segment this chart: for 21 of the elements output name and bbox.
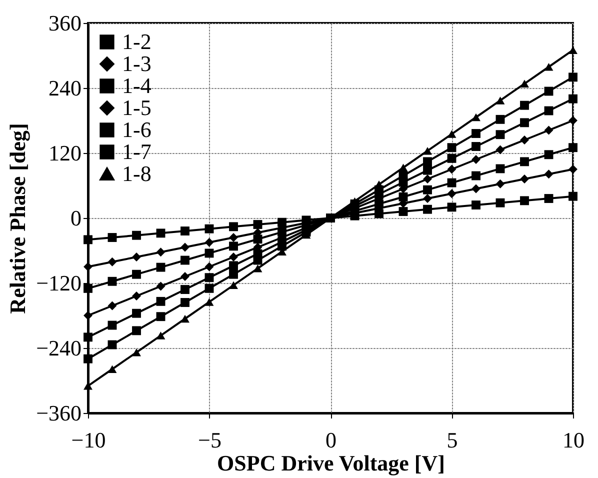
y-tick-label: 0 (70, 206, 82, 230)
legend-label: 1-7 (122, 139, 152, 164)
y-tick-label: −360 (36, 400, 82, 426)
y-tick-label: −240 (36, 336, 82, 360)
legend-label: 1-4 (122, 73, 152, 98)
x-tick-label: −10 (71, 428, 106, 452)
legend-label: 1-5 (122, 95, 152, 120)
y-tick-label: 120 (48, 140, 82, 166)
x-tick-label: 0 (326, 428, 336, 452)
legend-label: 1-3 (122, 51, 152, 76)
x-tick-label: 5 (446, 428, 458, 452)
x-axis-title: OSPC Drive Voltage [V] (217, 450, 445, 476)
legend-label: 1-6 (122, 117, 152, 142)
legend-label: 1-8 (122, 161, 152, 186)
x-tick-label: −5 (198, 428, 222, 452)
y-tick-label: 360 (48, 10, 82, 36)
legend-label: 1-2 (122, 29, 152, 54)
y-tick-label: 240 (48, 76, 82, 100)
y-tick-label: −120 (36, 270, 82, 296)
x-tick-label: 10 (562, 428, 584, 452)
y-axis-title: Relative Phase [deg] (5, 123, 30, 314)
